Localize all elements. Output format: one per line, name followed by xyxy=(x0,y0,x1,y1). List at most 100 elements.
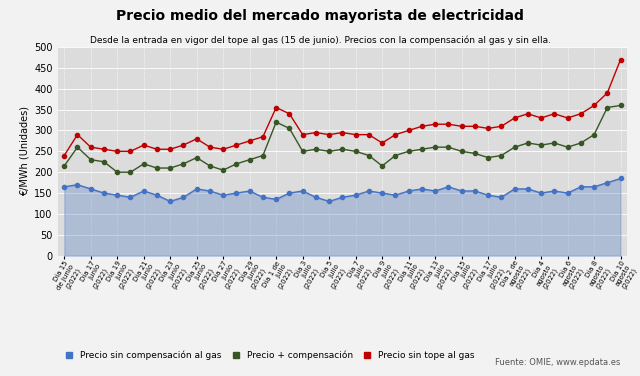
Line: Precio sin compensación al gas: Precio sin compensación al gas xyxy=(62,176,623,203)
Precio sin compensación al gas xyxy=(232,191,240,196)
Precio sin tope al gas xyxy=(418,124,426,129)
Precio sin compensación al gas xyxy=(206,189,214,193)
Precio sin tope al gas xyxy=(564,116,572,120)
Precio sin compensación al gas xyxy=(180,195,188,200)
Precio sin tope al gas xyxy=(74,132,81,137)
Precio sin tope al gas xyxy=(511,116,518,120)
Precio sin tope al gas xyxy=(537,116,545,120)
Precio + compensación xyxy=(431,145,439,149)
Precio sin tope al gas xyxy=(524,112,532,116)
Precio sin compensación al gas xyxy=(166,199,174,204)
Precio sin tope al gas xyxy=(140,143,148,147)
Precio sin tope al gas xyxy=(604,91,611,95)
Precio + compensación xyxy=(60,164,68,168)
Precio + compensación xyxy=(471,151,479,156)
Precio sin compensación al gas xyxy=(471,189,479,193)
Precio + compensación xyxy=(550,141,558,145)
Precio + compensación xyxy=(113,170,121,174)
Precio sin compensación al gas xyxy=(220,193,227,197)
Precio sin compensación al gas xyxy=(87,186,95,191)
Precio sin tope al gas xyxy=(312,130,320,135)
Precio sin compensación al gas xyxy=(604,180,611,185)
Precio sin tope al gas xyxy=(285,112,293,116)
Precio + compensación xyxy=(577,141,585,145)
Precio sin compensación al gas xyxy=(140,189,148,193)
Precio sin compensación al gas xyxy=(193,186,200,191)
Precio sin compensación al gas xyxy=(74,182,81,187)
Text: Precio medio del mercado mayorista de electricidad: Precio medio del mercado mayorista de el… xyxy=(116,9,524,23)
Precio + compensación xyxy=(590,132,598,137)
Precio sin tope al gas xyxy=(100,147,108,152)
Precio + compensación xyxy=(140,162,148,166)
Precio + compensación xyxy=(127,170,134,174)
Precio sin tope al gas xyxy=(497,124,505,129)
Precio + compensación xyxy=(87,158,95,162)
Precio sin tope al gas xyxy=(232,143,240,147)
Precio + compensación xyxy=(497,153,505,158)
Precio sin compensación al gas xyxy=(524,186,532,191)
Precio sin tope al gas xyxy=(325,132,333,137)
Precio sin compensación al gas xyxy=(153,193,161,197)
Precio sin tope al gas xyxy=(87,145,95,149)
Precio sin tope al gas xyxy=(577,112,585,116)
Precio sin tope al gas xyxy=(590,103,598,108)
Precio sin tope al gas xyxy=(166,147,174,152)
Precio + compensación xyxy=(259,153,267,158)
Precio sin compensación al gas xyxy=(299,189,307,193)
Precio sin compensación al gas xyxy=(564,191,572,196)
Precio + compensación xyxy=(458,149,465,153)
Precio sin compensación al gas xyxy=(60,185,68,189)
Precio sin tope al gas xyxy=(458,124,465,129)
Precio sin compensación al gas xyxy=(497,195,505,200)
Precio + compensación xyxy=(365,153,372,158)
Precio sin compensación al gas xyxy=(365,189,372,193)
Precio sin compensación al gas xyxy=(285,191,293,196)
Precio + compensación xyxy=(273,120,280,124)
Precio + compensación xyxy=(246,158,253,162)
Precio sin compensación al gas xyxy=(312,195,320,200)
Precio sin tope al gas xyxy=(617,57,625,62)
Precio sin tope al gas xyxy=(153,147,161,152)
Precio sin tope al gas xyxy=(352,132,360,137)
Precio + compensación xyxy=(166,166,174,170)
Precio sin tope al gas xyxy=(404,128,412,133)
Precio + compensación xyxy=(418,147,426,152)
Precio sin compensación al gas xyxy=(617,176,625,181)
Precio + compensación xyxy=(74,145,81,149)
Precio sin compensación al gas xyxy=(127,195,134,200)
Precio sin tope al gas xyxy=(378,141,386,145)
Precio sin tope al gas xyxy=(127,149,134,153)
Precio + compensación xyxy=(378,164,386,168)
Precio sin compensación al gas xyxy=(325,199,333,204)
Precio + compensación xyxy=(392,153,399,158)
Precio sin compensación al gas xyxy=(100,191,108,196)
Precio sin compensación al gas xyxy=(339,195,346,200)
Precio sin tope al gas xyxy=(471,124,479,129)
Precio + compensación xyxy=(445,145,452,149)
Precio + compensación xyxy=(153,166,161,170)
Precio sin compensación al gas xyxy=(378,191,386,196)
Precio sin compensación al gas xyxy=(246,189,253,193)
Precio sin compensación al gas xyxy=(458,189,465,193)
Line: Precio sin tope al gas: Precio sin tope al gas xyxy=(62,58,623,158)
Precio + compensación xyxy=(325,149,333,153)
Precio sin compensación al gas xyxy=(352,193,360,197)
Legend: Precio sin compensación al gas, Precio + compensación, Precio sin tope al gas: Precio sin compensación al gas, Precio +… xyxy=(62,347,478,364)
Precio + compensación xyxy=(285,126,293,130)
Precio sin compensación al gas xyxy=(431,189,439,193)
Precio sin tope al gas xyxy=(180,143,188,147)
Precio sin compensación al gas xyxy=(445,185,452,189)
Precio + compensación xyxy=(299,149,307,153)
Precio sin tope al gas xyxy=(431,122,439,126)
Precio + compensación xyxy=(511,145,518,149)
Precio + compensación xyxy=(312,147,320,152)
Precio sin tope al gas xyxy=(273,105,280,110)
Text: Fuente: OMIE, www.epdata.es: Fuente: OMIE, www.epdata.es xyxy=(495,358,621,367)
Precio sin compensación al gas xyxy=(511,186,518,191)
Precio + compensación xyxy=(206,164,214,168)
Precio + compensación xyxy=(352,149,360,153)
Y-axis label: €/MWh (Unidades): €/MWh (Unidades) xyxy=(20,106,30,196)
Precio sin tope al gas xyxy=(339,130,346,135)
Precio sin tope al gas xyxy=(259,135,267,139)
Precio + compensación xyxy=(484,155,492,160)
